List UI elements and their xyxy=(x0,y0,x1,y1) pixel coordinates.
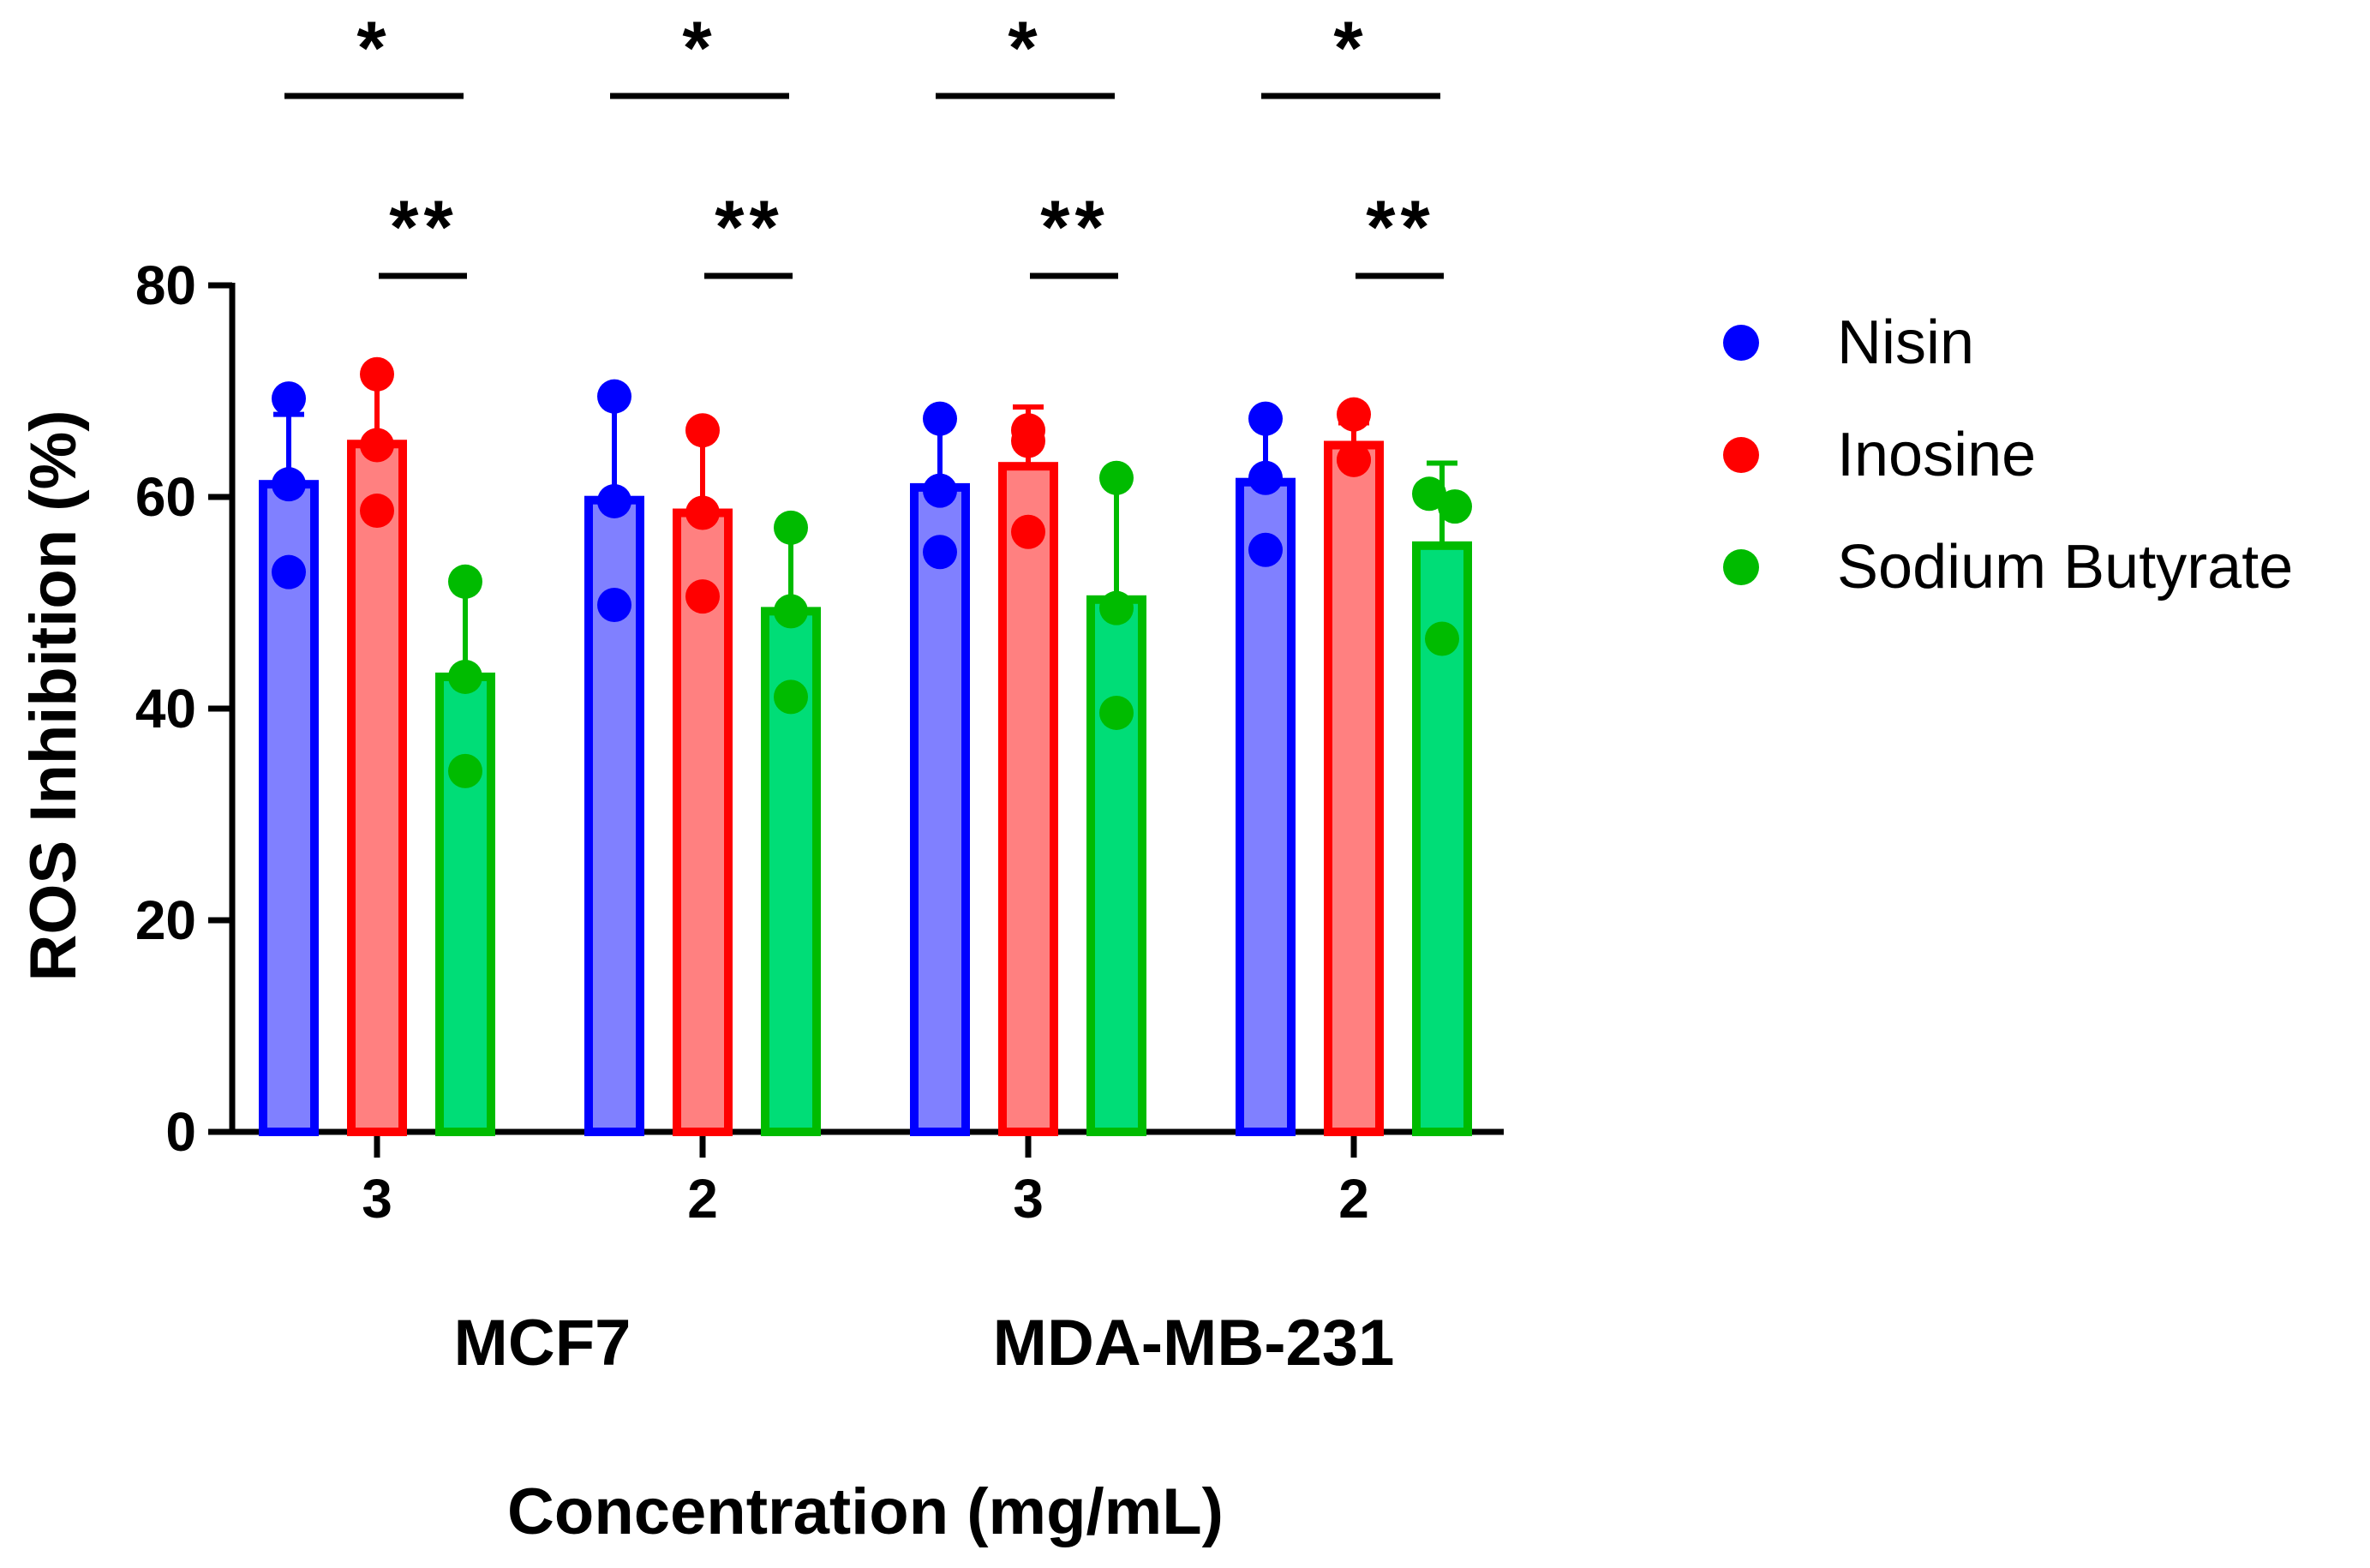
data-point xyxy=(272,554,306,589)
x-tick-label: 2 xyxy=(1338,1168,1369,1230)
data-point xyxy=(1011,514,1045,549)
legend-label: Inosine xyxy=(1837,421,2036,489)
significance-label: * xyxy=(1008,5,1042,90)
data-point xyxy=(774,510,808,545)
y-tick-label: 0 xyxy=(165,1101,196,1163)
x-tick-label: 2 xyxy=(687,1168,718,1230)
data-point xyxy=(360,428,394,463)
data-point xyxy=(448,753,482,788)
data-point xyxy=(1099,460,1134,495)
x-tick-label: 3 xyxy=(1013,1168,1044,1230)
data-point xyxy=(685,579,720,614)
data-point xyxy=(1099,590,1134,625)
cell-line-label: MCF7 xyxy=(454,1307,631,1379)
y-tick-label: 80 xyxy=(135,254,196,316)
data-point xyxy=(1337,442,1371,477)
data-point xyxy=(685,413,720,448)
data-point xyxy=(1248,401,1283,436)
data-point xyxy=(597,379,631,414)
data-point xyxy=(1412,476,1446,512)
data-point xyxy=(685,495,720,530)
y-tick-label: 40 xyxy=(135,678,196,739)
bar xyxy=(347,440,407,1136)
data-point xyxy=(272,467,306,502)
data-point xyxy=(923,535,957,570)
legend-marker xyxy=(1723,437,1759,473)
cell-line-label: MDA-MB-231 xyxy=(993,1307,1395,1379)
bar xyxy=(1324,440,1384,1136)
significance-label: * xyxy=(356,5,391,90)
data-point xyxy=(1438,489,1472,524)
data-point xyxy=(1248,460,1283,495)
data-point xyxy=(360,494,394,529)
significance-label: ** xyxy=(715,184,784,269)
data-point xyxy=(448,659,482,694)
y-tick-label: 20 xyxy=(135,889,196,951)
bar xyxy=(910,482,970,1136)
data-point xyxy=(597,587,631,622)
bar xyxy=(998,462,1058,1136)
data-point xyxy=(597,483,631,518)
data-point xyxy=(448,564,482,599)
significance-label: * xyxy=(682,5,716,90)
data-point xyxy=(1099,695,1134,730)
bar xyxy=(1086,595,1146,1136)
significance-label: ** xyxy=(1366,184,1435,269)
legend-label: Nisin xyxy=(1837,308,1974,377)
bar xyxy=(1236,477,1296,1136)
data-point xyxy=(1337,397,1371,432)
bar xyxy=(435,672,495,1136)
y-axis-title: ROS Inhibition (%) xyxy=(17,410,90,981)
y-tick-label: 60 xyxy=(135,466,196,528)
x-tick-label: 3 xyxy=(362,1168,392,1230)
data-point xyxy=(1011,423,1045,458)
legend-label: Sodium Butyrate xyxy=(1837,533,2293,601)
data-point xyxy=(923,401,957,436)
data-point xyxy=(774,594,808,629)
data-point xyxy=(1248,532,1283,567)
significance-label: ** xyxy=(389,184,458,269)
x-axis-title: Concentration (mg/mL) xyxy=(507,1475,1224,1548)
data-point xyxy=(774,679,808,715)
significance-label: ** xyxy=(1040,184,1110,269)
legend-marker xyxy=(1723,325,1759,361)
significance-label: * xyxy=(1333,5,1368,90)
data-point xyxy=(1425,621,1459,656)
legend-marker xyxy=(1723,549,1759,585)
data-point xyxy=(272,381,306,416)
data-point xyxy=(923,473,957,508)
data-point xyxy=(360,356,394,392)
